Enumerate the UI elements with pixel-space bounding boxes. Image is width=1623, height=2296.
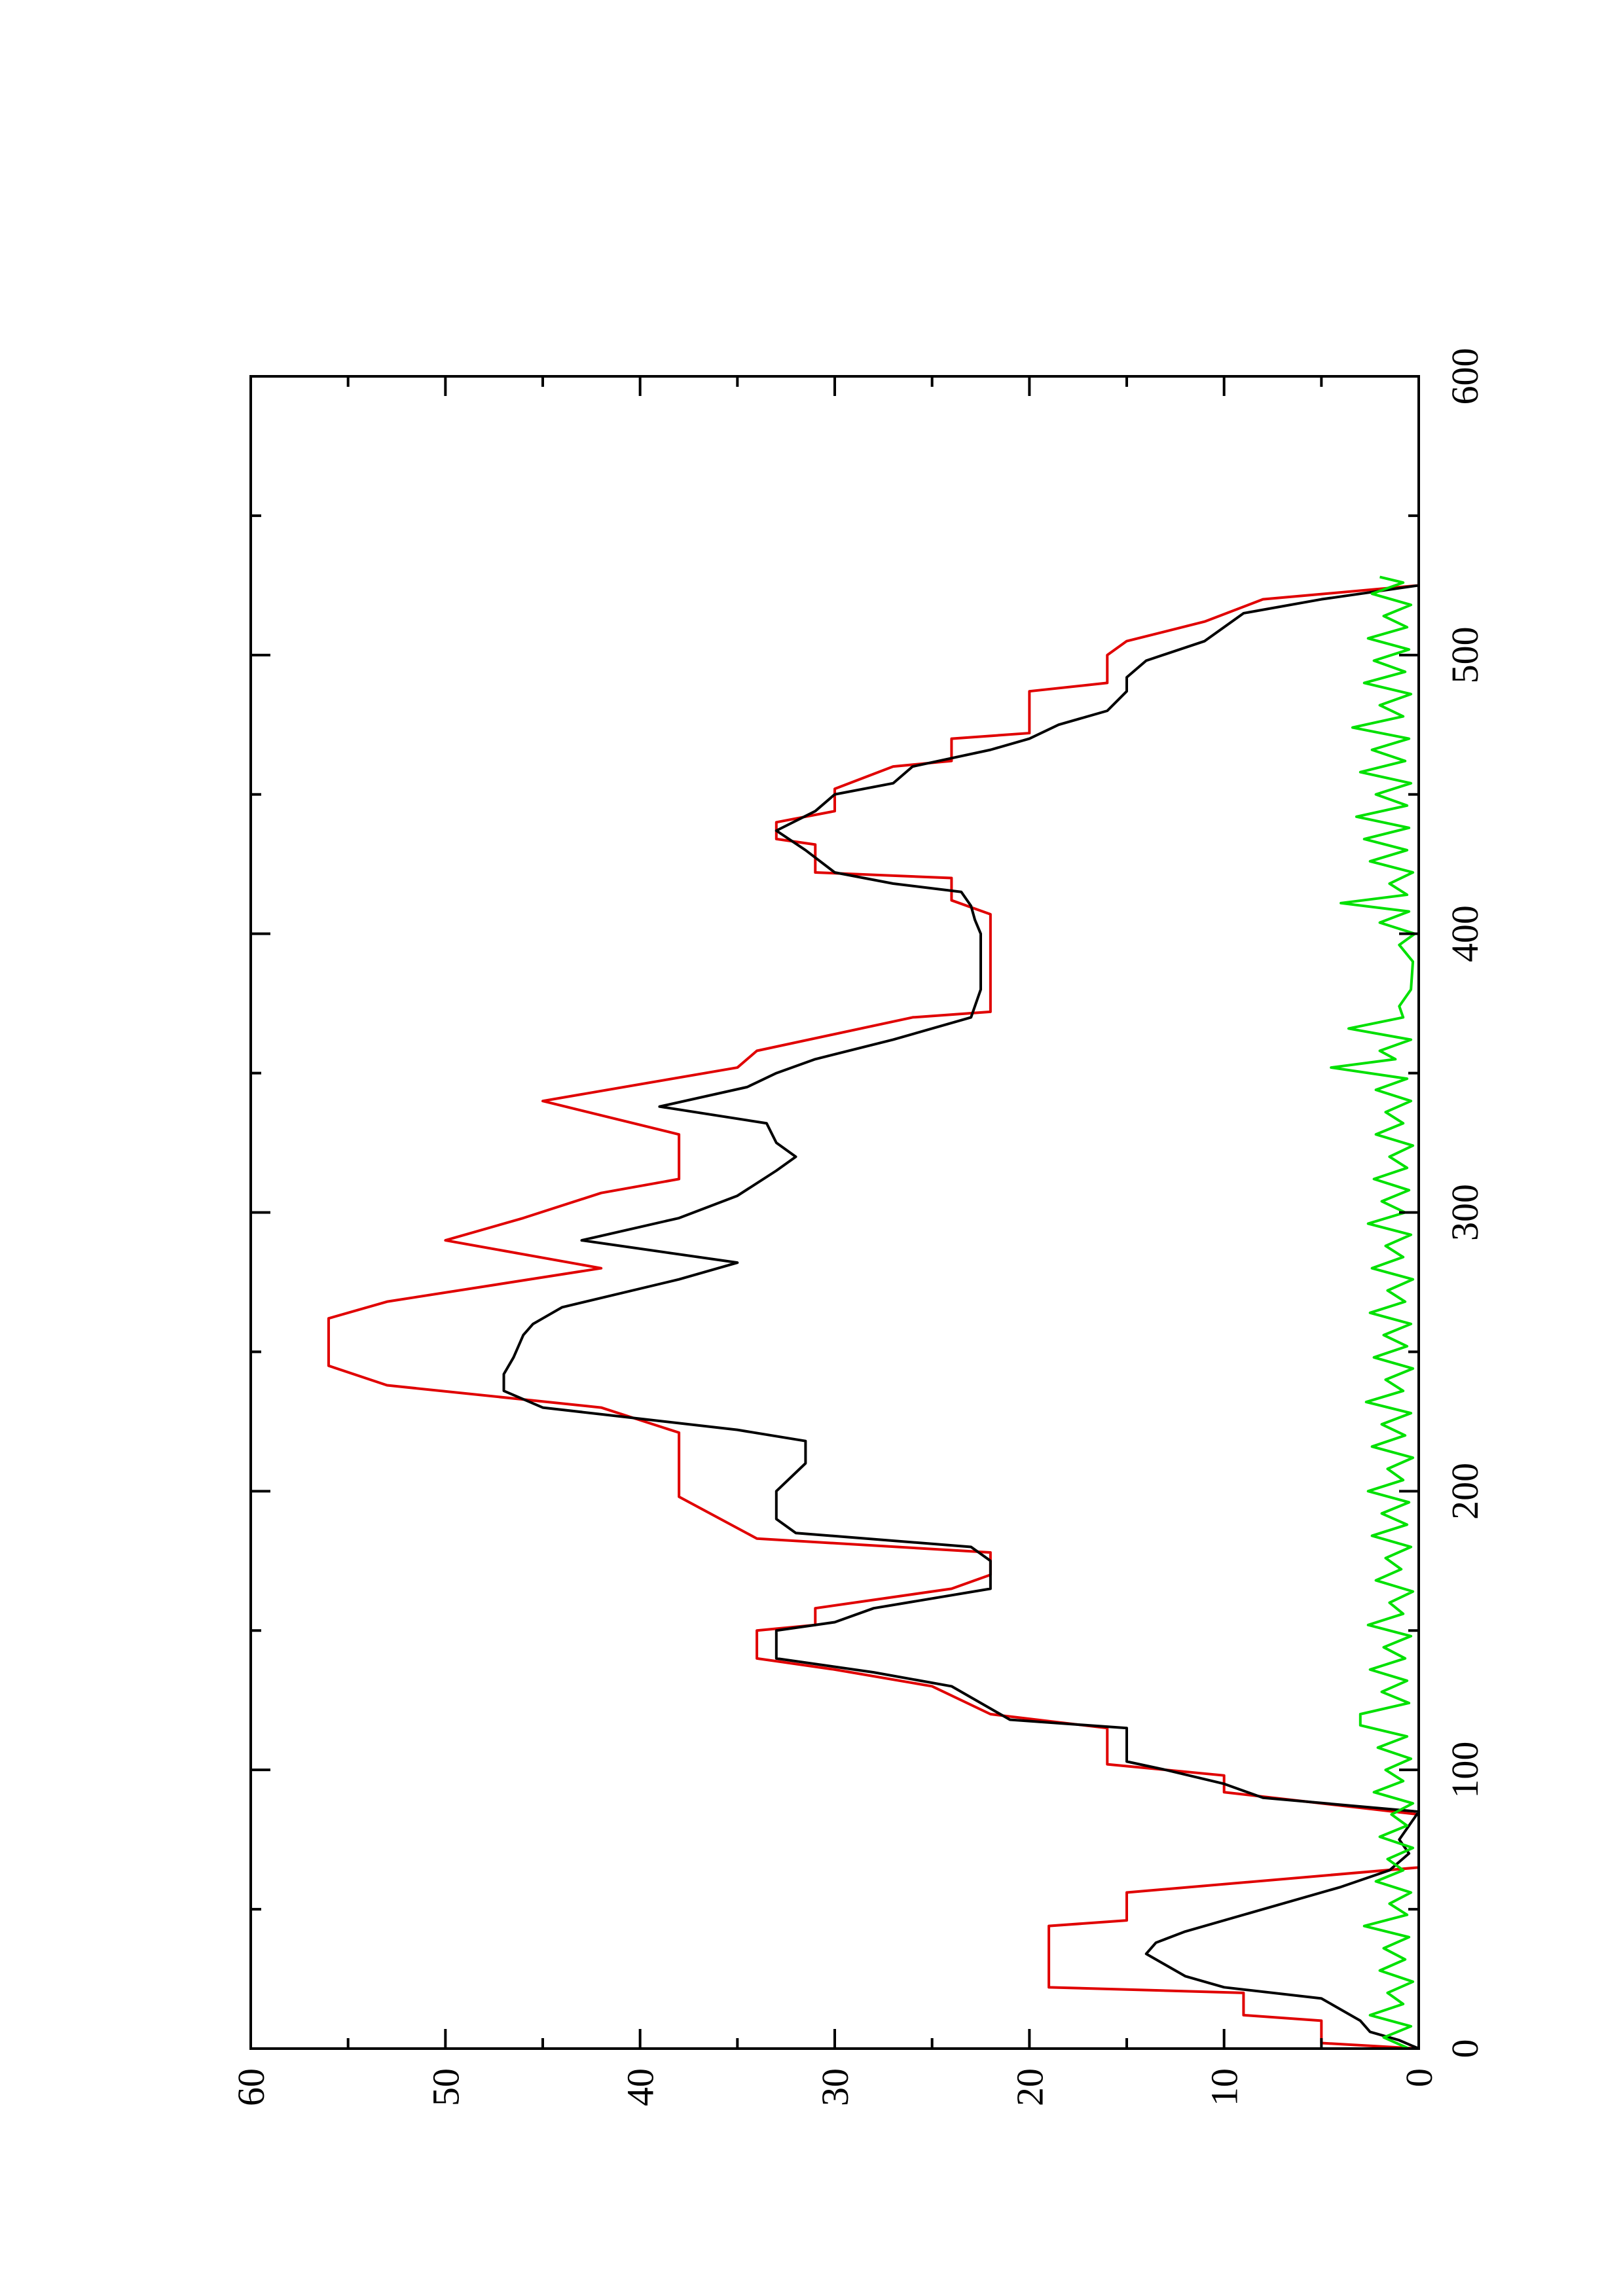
y-tick-label: 10 (1203, 2068, 1246, 2106)
plot-frame (249, 375, 1420, 2050)
series-line-2 (1330, 575, 1417, 2050)
y-tick-label: 30 (814, 2068, 856, 2106)
x-tick-label: 600 (1444, 348, 1486, 405)
x-tick-label: 200 (1444, 1463, 1486, 1520)
y-tick-label: 0 (1398, 2068, 1440, 2087)
x-tick-label: 300 (1444, 1184, 1486, 1241)
x-tick-label: 500 (1444, 626, 1486, 683)
y-tick-label: 20 (1008, 2068, 1051, 2106)
x-tick-label: 100 (1444, 1742, 1486, 1799)
series-layer (327, 575, 1420, 2050)
x-tick-label: 0 (1444, 2039, 1486, 2058)
label-layer: 0 100 200 300 400 500 600 0 10 20 30 40 50 60 (230, 348, 1486, 2107)
y-tick-label: 40 (619, 2068, 662, 2106)
x-tick-label: 400 (1444, 905, 1486, 962)
series-line-0 (327, 577, 1420, 2050)
y-tick-label: 50 (424, 2068, 467, 2106)
tick-layer (249, 375, 1420, 2050)
y-tick-label: 60 (230, 2068, 272, 2106)
series-line-1 (502, 577, 1420, 2050)
